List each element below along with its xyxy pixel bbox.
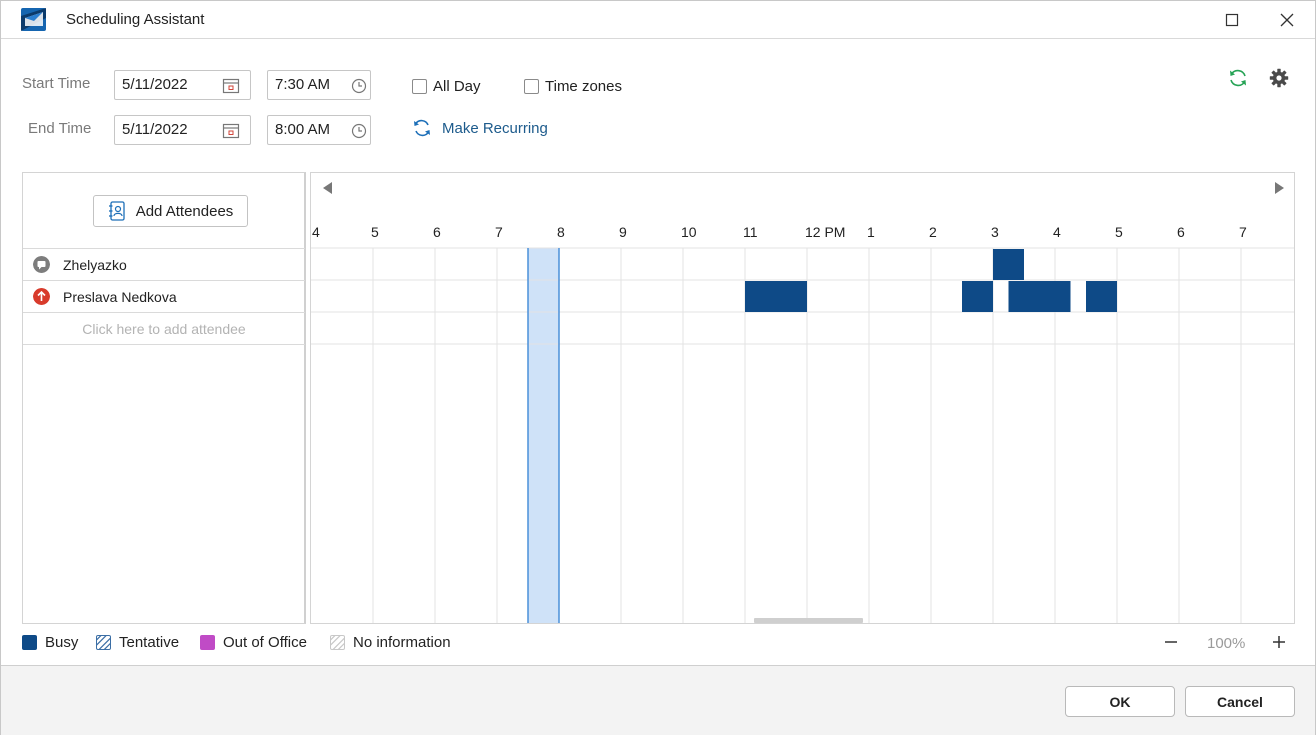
legend-tentative-label: Tentative (119, 634, 180, 651)
minus-icon (1165, 641, 1177, 643)
hour-label: 1 (867, 224, 875, 240)
legend-busy: Busy (22, 634, 78, 651)
busy-block (1008, 281, 1071, 312)
recurrence-icon (414, 119, 430, 137)
tentative-swatch (96, 635, 111, 650)
plus-icon (1273, 636, 1285, 648)
attendee-organizer-icon (33, 288, 50, 305)
start-time-label: Start Time (22, 75, 91, 92)
make-recurring-label: Make Recurring (442, 119, 548, 137)
attendee-list-divider (23, 344, 305, 345)
title-bar: Scheduling Assistant (1, 1, 1315, 39)
maximize-icon (1225, 13, 1239, 27)
calendar-icon[interactable] (222, 77, 240, 95)
window-title: Scheduling Assistant (66, 11, 205, 28)
add-attendees-label: Add Attendees (135, 202, 234, 220)
time-zones-label: Time zones (545, 78, 622, 95)
busy-block (745, 281, 807, 312)
end-time-input[interactable] (275, 121, 345, 138)
start-date-input[interactable] (122, 76, 217, 93)
hour-label: 5 (1115, 224, 1123, 240)
time-zones-checkbox[interactable]: Time zones (524, 78, 622, 95)
clock-icon[interactable] (350, 122, 368, 140)
busy-swatch (22, 635, 37, 650)
hour-label: 7 (495, 224, 503, 240)
end-time-picker[interactable] (267, 115, 371, 145)
add-attendee-placeholder[interactable]: Click here to add attendee (23, 312, 305, 344)
add-attendees-button[interactable]: Add Attendees (93, 195, 248, 227)
hour-label: 3 (991, 224, 999, 240)
hour-label: 4 (312, 224, 320, 240)
hour-label: 12 PM (805, 224, 845, 240)
meeting-time-selection (528, 248, 559, 623)
start-time-input[interactable] (275, 76, 345, 93)
close-button[interactable] (1274, 8, 1300, 32)
horizontal-scrollbar-thumb (754, 618, 863, 623)
make-recurring-button[interactable]: Make Recurring (412, 118, 548, 138)
timeline-grid[interactable]: 4 5 6 7 8 9 10 11 12 PM 1 2 3 4 5 6 7 (310, 172, 1295, 624)
zoom-out-button[interactable] (1161, 632, 1181, 652)
attendee-row[interactable]: Preslava Nedkova (23, 280, 305, 312)
legend-out-of-office-label: Out of Office (223, 634, 307, 651)
hour-label: 11 (743, 224, 758, 240)
out-of-office-swatch (200, 635, 215, 650)
maximize-button[interactable] (1219, 8, 1245, 32)
start-date-picker[interactable] (114, 70, 251, 100)
close-icon (1280, 13, 1294, 27)
scroll-right-arrow-icon[interactable] (1272, 181, 1286, 195)
all-day-checkbox[interactable]: All Day (412, 78, 481, 95)
hour-label: 6 (433, 224, 441, 240)
hour-label: 4 (1053, 224, 1061, 240)
attendee-status-unknown-icon (33, 256, 50, 273)
no-information-swatch (330, 635, 345, 650)
attendee-name: Zhelyazko (63, 256, 127, 273)
settings-gear-icon[interactable] (1268, 67, 1290, 89)
busy-block (1086, 281, 1117, 312)
all-day-label: All Day (433, 78, 481, 95)
scroll-left-arrow-icon[interactable] (321, 181, 335, 195)
clock-icon[interactable] (350, 77, 368, 95)
zoom-level: 100% (1207, 635, 1246, 652)
address-book-icon (108, 201, 125, 221)
legend-out-of-office: Out of Office (200, 634, 307, 651)
end-date-picker[interactable] (114, 115, 251, 145)
ok-button[interactable]: OK (1065, 686, 1175, 717)
cancel-button[interactable]: Cancel (1185, 686, 1295, 717)
attendee-name: Preslava Nedkova (63, 288, 177, 305)
legend-no-information-label: No information (353, 634, 451, 651)
end-time-label: End Time (28, 120, 92, 137)
busy-block (993, 249, 1024, 280)
attendee-panel: Add Attendees Zhelyazko Preslava Nedkova… (22, 172, 306, 624)
legend-no-information: No information (330, 634, 451, 651)
legend-busy-label: Busy (45, 634, 79, 651)
hour-label: 7 (1239, 224, 1247, 240)
hour-label: 9 (619, 224, 627, 240)
app-logo-icon (21, 8, 46, 31)
refresh-icon[interactable] (1227, 67, 1249, 89)
legend-tentative: Tentative (96, 634, 179, 651)
hour-label: 5 (371, 224, 379, 240)
hour-label: 2 (929, 224, 937, 240)
time-zones-checkbox-box[interactable] (524, 79, 539, 94)
busy-block (962, 281, 993, 312)
timeline-canvas[interactable]: 4 5 6 7 8 9 10 11 12 PM 1 2 3 4 5 6 7 (311, 173, 1295, 624)
zoom-in-button[interactable] (1269, 632, 1289, 652)
hour-label: 6 (1177, 224, 1185, 240)
attendee-row[interactable]: Zhelyazko (23, 248, 305, 280)
calendar-icon[interactable] (222, 122, 240, 140)
start-time-picker[interactable] (267, 70, 371, 100)
hour-label: 8 (557, 224, 565, 240)
all-day-checkbox-box[interactable] (412, 79, 427, 94)
hour-label: 10 (681, 224, 697, 240)
end-date-input[interactable] (122, 121, 217, 138)
